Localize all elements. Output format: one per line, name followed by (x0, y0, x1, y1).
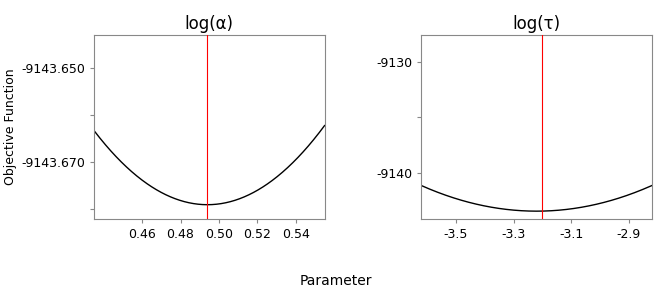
Title: log(α): log(α) (185, 15, 234, 33)
Title: log(τ): log(τ) (513, 15, 560, 33)
Y-axis label: Objective Function: Objective Function (4, 69, 17, 185)
Text: Parameter: Parameter (300, 274, 372, 288)
